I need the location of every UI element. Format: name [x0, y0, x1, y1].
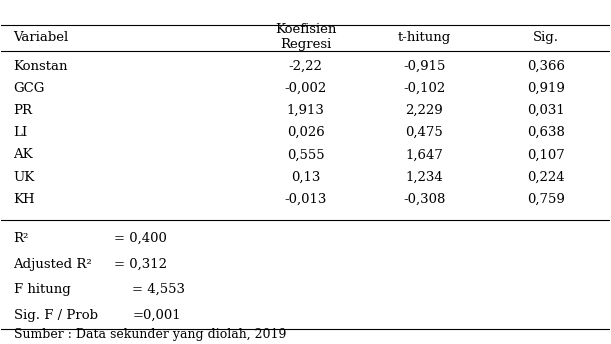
Text: 1,234: 1,234: [405, 171, 443, 184]
Text: -0,013: -0,013: [284, 193, 327, 206]
Text: Sumber : Data sekunder yang diolah, 2019: Sumber : Data sekunder yang diolah, 2019: [13, 327, 286, 341]
Text: Konstan: Konstan: [13, 60, 68, 73]
Text: 0,107: 0,107: [527, 149, 565, 161]
Text: 0,224: 0,224: [527, 171, 565, 184]
Text: = 0,400: = 0,400: [114, 232, 167, 245]
Text: Adjusted R²: Adjusted R²: [13, 258, 92, 271]
Text: Sig.: Sig.: [533, 31, 558, 44]
Text: =0,001: =0,001: [132, 309, 181, 322]
Text: 2,229: 2,229: [405, 104, 443, 117]
Text: UK: UK: [13, 171, 35, 184]
Text: GCG: GCG: [13, 82, 45, 95]
Text: 0,919: 0,919: [527, 82, 565, 95]
Text: R²: R²: [13, 232, 29, 245]
Text: 1,913: 1,913: [287, 104, 324, 117]
Text: 0,026: 0,026: [287, 126, 324, 139]
Text: -2,22: -2,22: [288, 60, 323, 73]
Text: 0,759: 0,759: [527, 193, 565, 206]
Text: -0,102: -0,102: [403, 82, 445, 95]
Text: -0,915: -0,915: [403, 60, 445, 73]
Text: AK: AK: [13, 149, 33, 161]
Text: 0,366: 0,366: [527, 60, 565, 73]
Text: = 4,553: = 4,553: [132, 283, 185, 296]
Text: 0,555: 0,555: [287, 149, 324, 161]
Text: 1,647: 1,647: [405, 149, 443, 161]
Text: KH: KH: [13, 193, 35, 206]
Text: 0,638: 0,638: [527, 126, 565, 139]
Text: Koefisien
Regresi: Koefisien Regresi: [275, 23, 336, 51]
Text: = 0,312: = 0,312: [114, 258, 167, 271]
Text: F hitung: F hitung: [13, 283, 70, 296]
Text: -0,002: -0,002: [284, 82, 327, 95]
Text: PR: PR: [13, 104, 32, 117]
Text: 0,031: 0,031: [527, 104, 565, 117]
Text: Variabel: Variabel: [13, 31, 69, 44]
Text: -0,308: -0,308: [403, 193, 445, 206]
Text: LI: LI: [13, 126, 28, 139]
Text: Sig. F / Prob: Sig. F / Prob: [13, 309, 98, 322]
Text: t-hitung: t-hitung: [398, 31, 451, 44]
Text: 0,13: 0,13: [291, 171, 320, 184]
Text: 0,475: 0,475: [405, 126, 443, 139]
